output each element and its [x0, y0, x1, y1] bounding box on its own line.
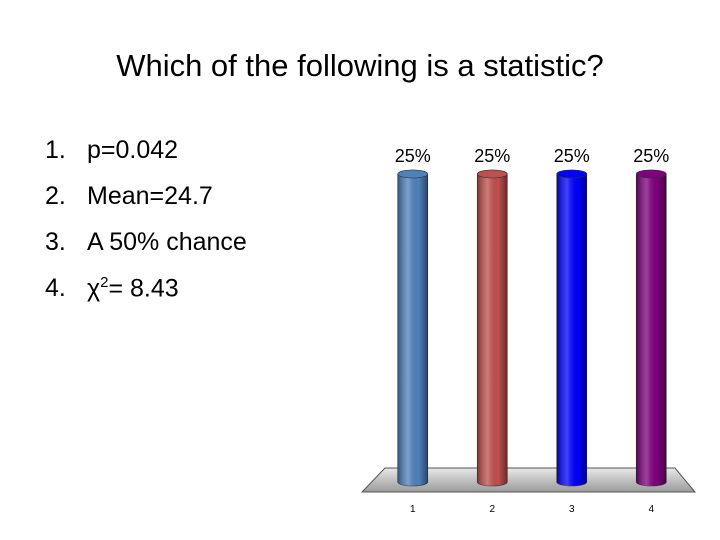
x-tick-label: 4: [648, 504, 654, 515]
list-text: A 50% chance: [87, 228, 247, 256]
list-number: 3.: [45, 228, 66, 256]
list-number: 2.: [45, 182, 66, 210]
bar-shade: [636, 170, 667, 486]
x-tick-label: 1: [410, 504, 416, 515]
list-text: Mean=24.7: [87, 182, 213, 210]
list-text: p=0.042: [87, 136, 179, 164]
value-label: 25%: [395, 146, 431, 166]
value-label: 25%: [474, 146, 510, 166]
list-item: 4. χ2= 8.43: [45, 274, 179, 303]
bar-shade: [397, 170, 428, 486]
superscript: 2: [100, 274, 109, 291]
bar-top: [476, 169, 508, 179]
list-text: χ: [87, 274, 101, 303]
list-item: 2. Mean=24.7: [45, 182, 213, 211]
bar-top: [635, 169, 667, 179]
list-item: 3. A 50% chance: [45, 228, 247, 257]
list-item: 1. p=0.042: [45, 136, 178, 165]
list-number: 4.: [45, 274, 66, 303]
bar-shade: [477, 170, 508, 486]
x-tick-label: 2: [489, 504, 495, 515]
bar-shade: [556, 170, 587, 486]
bar-top: [397, 169, 429, 179]
bar-top: [556, 169, 588, 179]
value-label: 25%: [633, 146, 669, 166]
slide-title: Which of the following is a statistic?: [116, 48, 604, 83]
value-label: 25%: [554, 146, 590, 166]
x-tick-label: 3: [569, 504, 575, 515]
list-text: = 8.43: [108, 274, 179, 303]
list-number: 1.: [45, 136, 66, 164]
